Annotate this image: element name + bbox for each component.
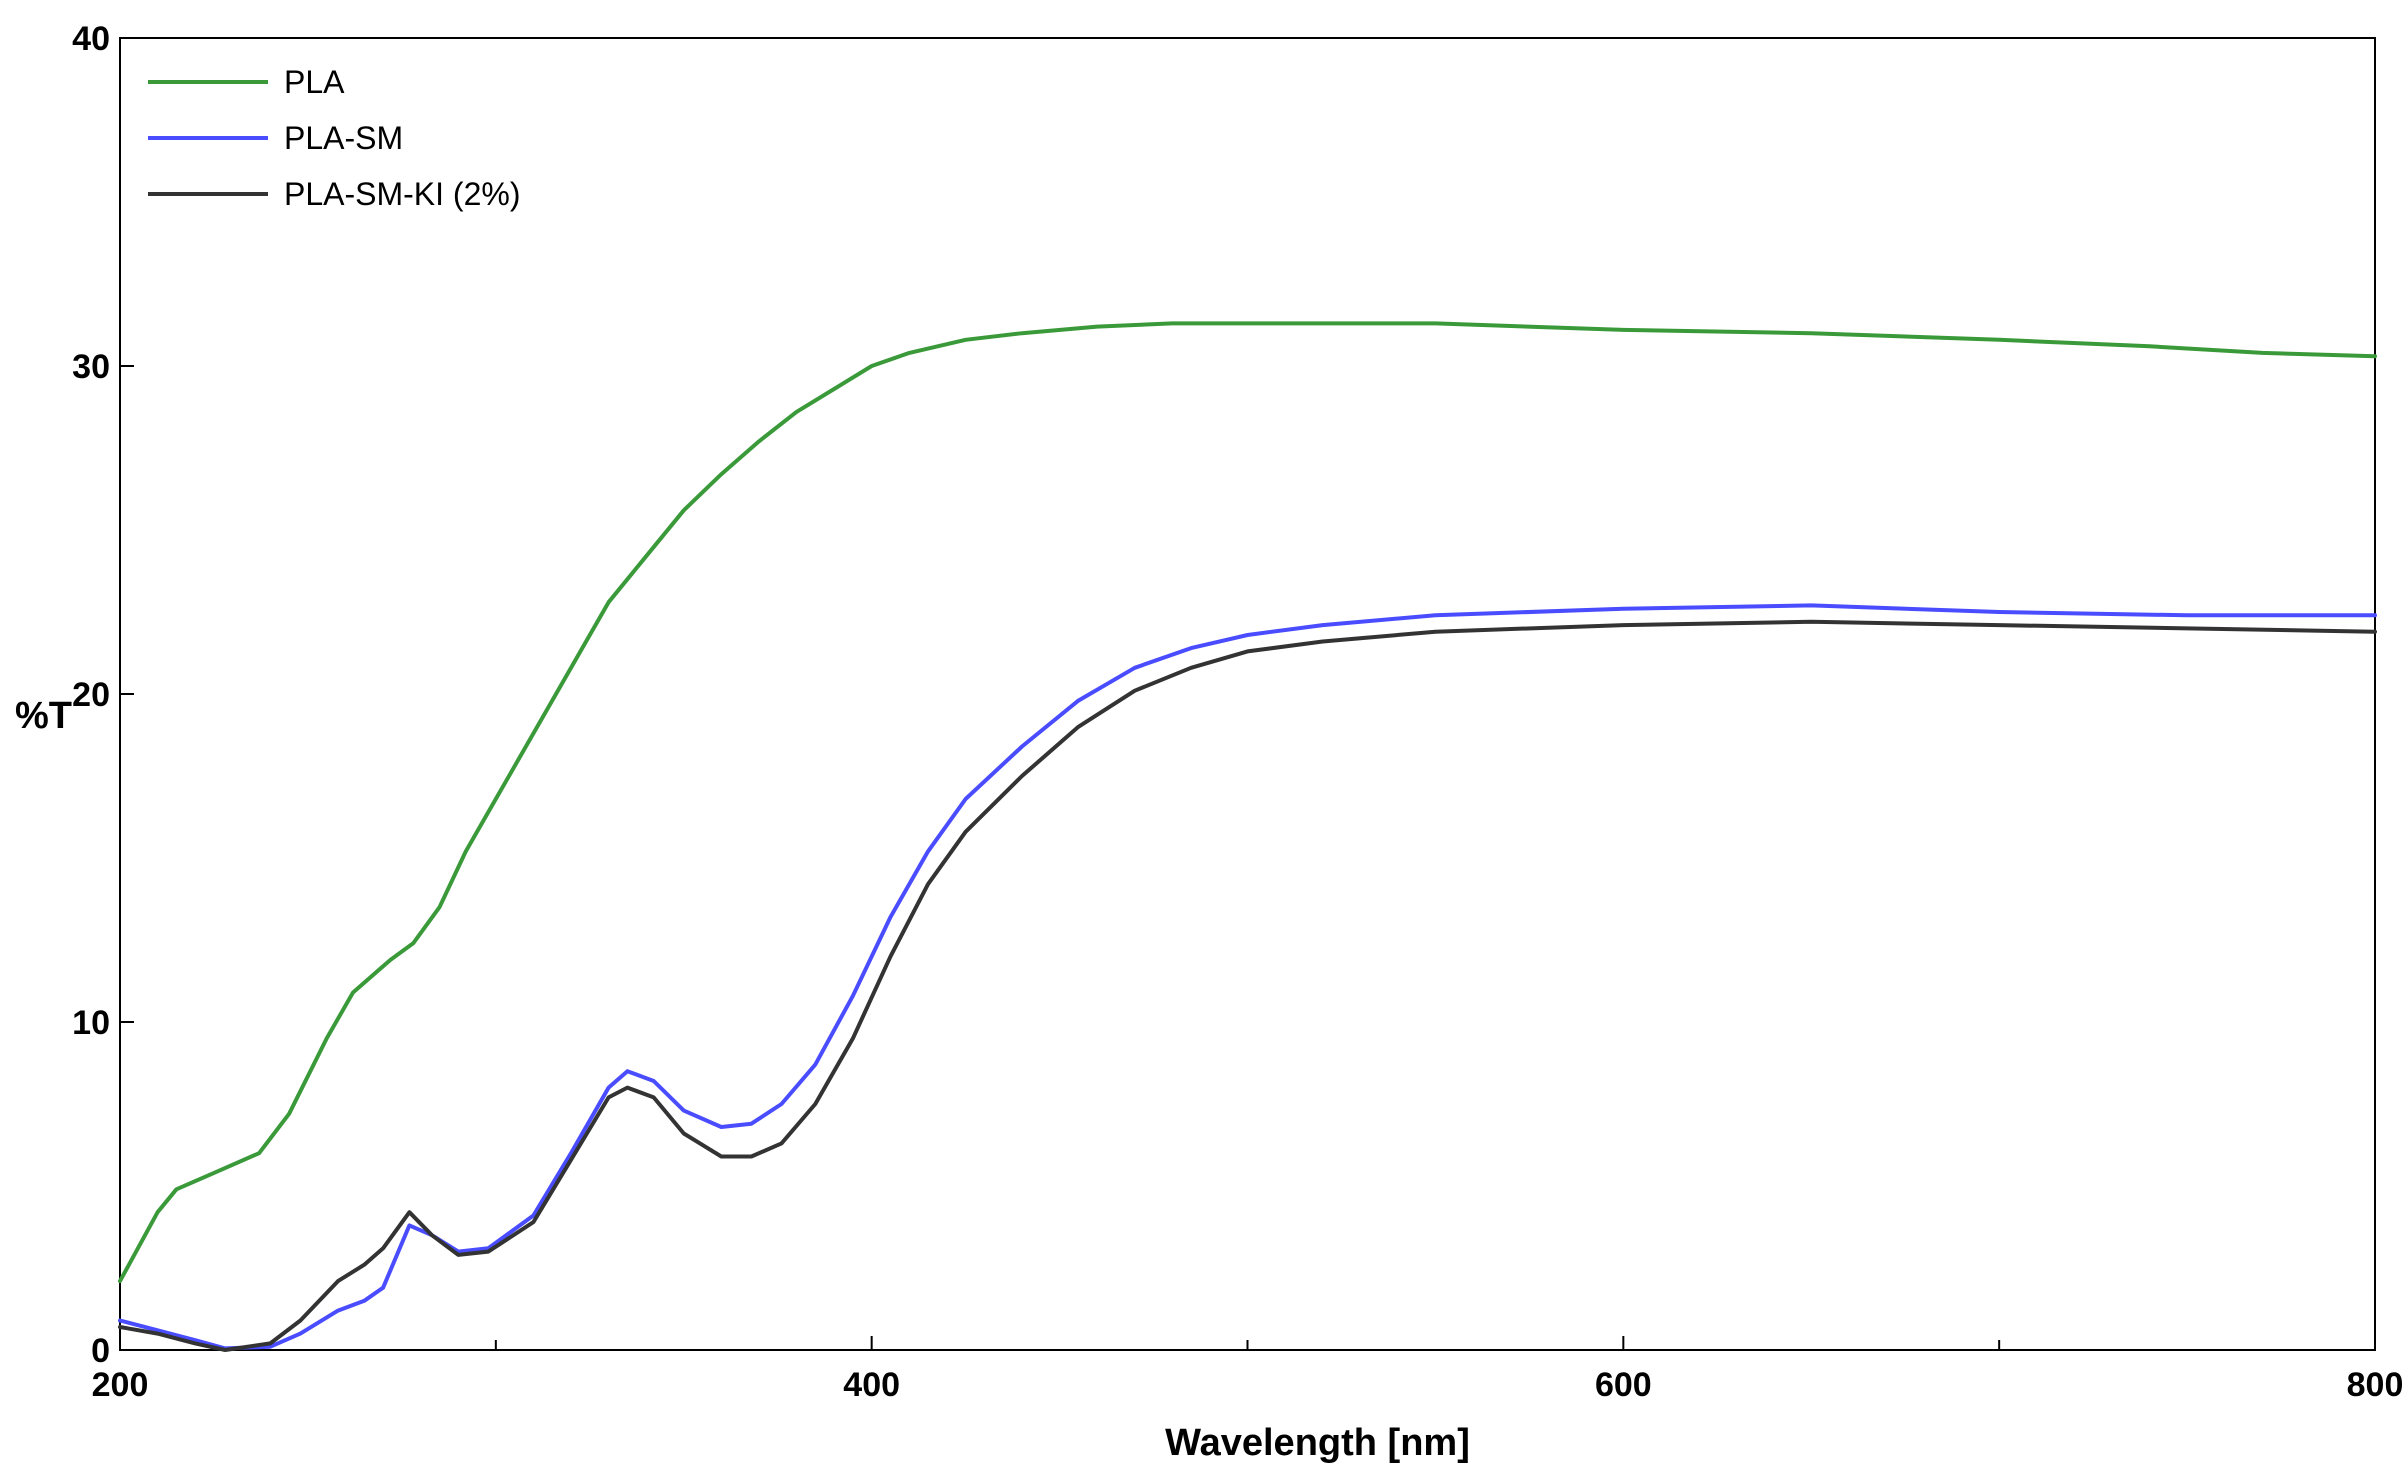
plot-area xyxy=(119,37,2376,1351)
y-tick-label: 0 xyxy=(91,1332,110,1370)
y-tick-label: 40 xyxy=(72,20,110,58)
series-line xyxy=(118,603,2377,1351)
legend: PLA PLA-SM PLA-SM-KI (2%) xyxy=(148,64,520,212)
series-line xyxy=(118,321,2377,1284)
series-lines xyxy=(118,321,2377,1352)
y-tick-label: 10 xyxy=(72,1004,110,1042)
legend-label: PLA-SM-KI (2%) xyxy=(284,176,520,212)
plot-frame xyxy=(119,37,2376,1351)
x-tick-label: 800 xyxy=(2347,1366,2404,1404)
legend-label: PLA xyxy=(284,64,345,100)
x-tick-label: 600 xyxy=(1595,1366,1652,1404)
x-tick-label: 200 xyxy=(92,1366,149,1404)
y-axis-label: %T xyxy=(15,695,72,737)
y-tick-label: 30 xyxy=(72,348,110,386)
y-tick-label: 20 xyxy=(72,676,110,714)
y-axis-ticks: 0 10 20 30 40 xyxy=(72,20,134,1370)
series-line xyxy=(118,619,2377,1352)
x-axis-label: Wavelength [nm] xyxy=(1165,1422,1470,1464)
legend-label: PLA-SM xyxy=(284,120,403,156)
x-tick-label: 400 xyxy=(843,1366,900,1404)
x-axis-ticks: 200 400 600 800 xyxy=(92,1336,2404,1404)
